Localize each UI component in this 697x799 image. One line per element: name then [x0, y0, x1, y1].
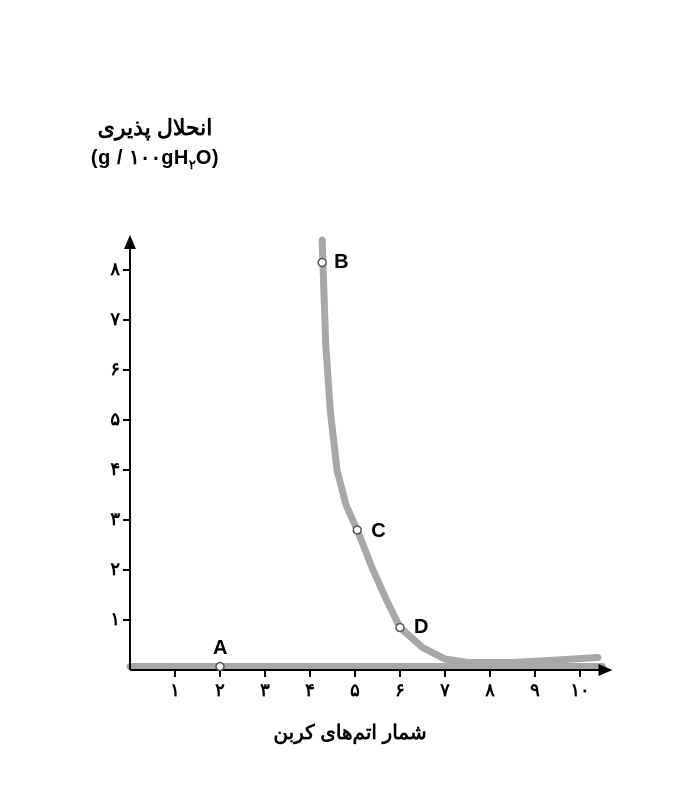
- x-tick-label: ۹: [523, 680, 547, 701]
- x-tick-label: ۵: [343, 680, 367, 701]
- x-tick-label: ۷: [433, 680, 457, 701]
- x-tick-label: ۴: [298, 680, 322, 701]
- y-tick-label: ۶: [98, 359, 120, 380]
- y-tick-label: ۴: [98, 459, 120, 480]
- y-tick-label: ۲: [98, 559, 120, 580]
- x-tick-label: ۳: [253, 680, 277, 701]
- y-tick-label: ۷: [98, 309, 120, 330]
- x-tick-label: ۶: [388, 680, 412, 701]
- x-tick-label: ۱: [163, 680, 187, 701]
- point-label-a: A: [213, 637, 227, 660]
- x-tick-label: ۲: [208, 680, 232, 701]
- y-tick-label: ۳: [98, 509, 120, 530]
- y-tick-label: ۱: [98, 609, 120, 630]
- point-label-b: B: [334, 251, 348, 274]
- x-axis-title: شمار اتم‌های کربن: [230, 720, 470, 745]
- chart-container: انحلال پذیری (g / ۱۰۰gH۲O) ۱۲۳۴۵۶۷۸۹۱۰ ۱…: [0, 0, 697, 799]
- y-tick-label: ۵: [98, 409, 120, 430]
- point-label-c: C: [371, 520, 385, 543]
- point-label-d: D: [414, 616, 428, 639]
- x-tick-label: ۱۰: [568, 680, 592, 701]
- y-tick-label: ۸: [98, 259, 120, 280]
- x-tick-label: ۸: [478, 680, 502, 701]
